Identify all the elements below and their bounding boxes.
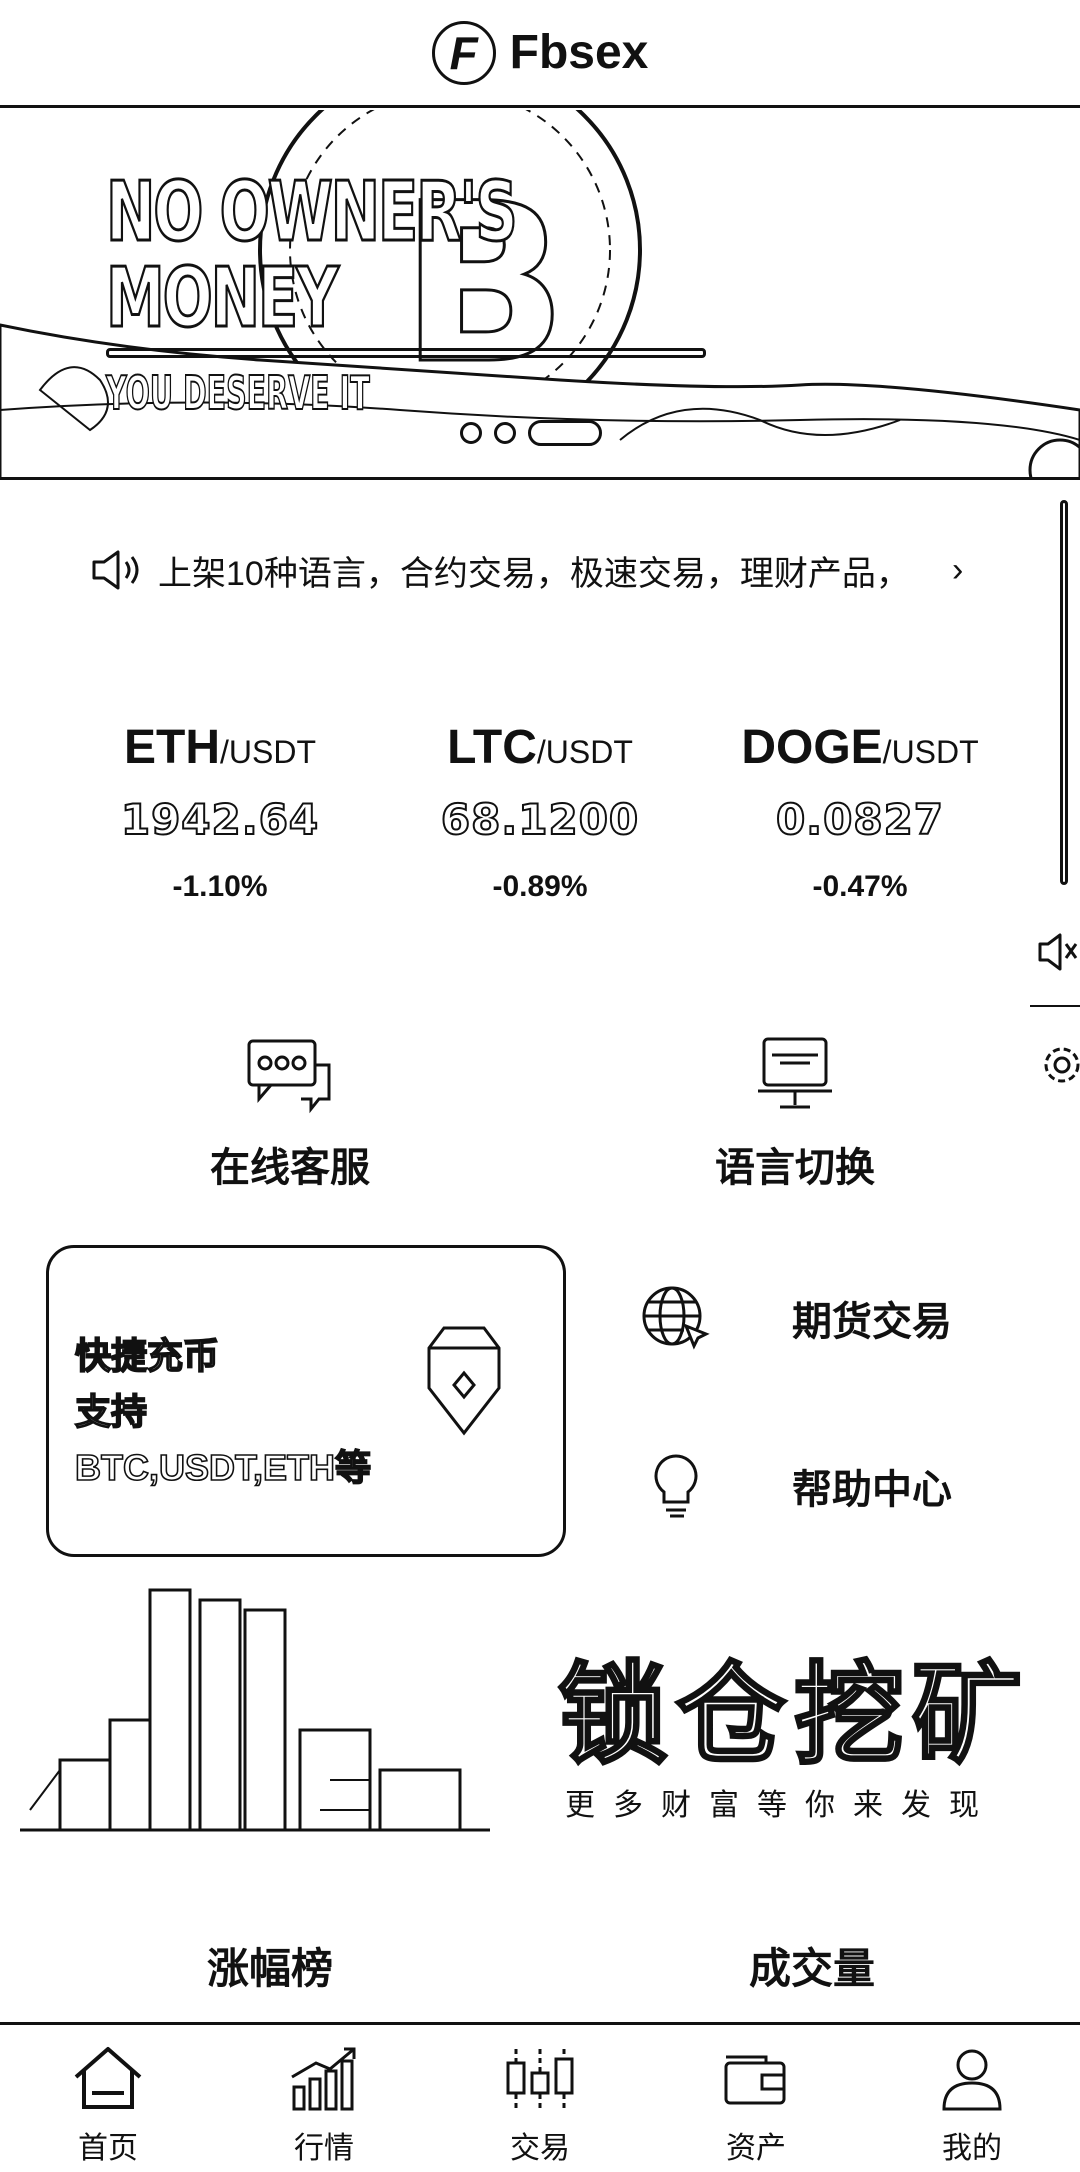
ticker-price: 68.1200 [440, 794, 640, 845]
lightbulb-icon [654, 1454, 698, 1518]
brand-name: Fbsex [509, 26, 649, 79]
recharge-text: 快捷充币 支持 BTC,USDT,ETH等 [74, 1334, 372, 1489]
globe-cursor-icon [642, 1286, 710, 1350]
announcement-text: 上架10种语言，合约交易，极速交易，理财产品， [158, 554, 910, 593]
pagination-dot[interactable] [460, 422, 482, 444]
home-icon [74, 2047, 142, 2109]
tab-assets[interactable]: 资产 [648, 2025, 864, 2172]
banner-divider [106, 348, 706, 358]
side-speaker-icon[interactable] [1036, 930, 1080, 974]
chevron-right-icon[interactable]: › [952, 550, 964, 589]
tab-label: 交易 [510, 2132, 570, 2165]
banner-subtitle: YOU DESERVE IT [105, 365, 370, 421]
promo-banner[interactable]: B NO OWNER'S MONEY YOU DESERVE IT [0, 110, 1080, 480]
banner-pagination [460, 420, 602, 446]
speaker-icon [92, 550, 139, 590]
brand-logo-icon: F [431, 20, 496, 85]
tab-volume[interactable]: 成交量 [748, 1945, 875, 1992]
candlestick-icon [506, 2049, 574, 2109]
tab-home[interactable]: 首页 [0, 2025, 216, 2172]
language-switch-button[interactable]: 语言切换 [575, 1035, 1015, 1193]
diamond-gem-icon [427, 1326, 501, 1436]
support-button[interactable]: 在线客服 [70, 1035, 510, 1193]
ticker-change: -0.89% [492, 870, 588, 903]
tab-label: 我的 [942, 2132, 1002, 2165]
settings-gear-icon[interactable] [1036, 1040, 1080, 1090]
side-scroll-rail[interactable] [1060, 500, 1068, 885]
futures-label: 期货交易 [792, 1300, 952, 1344]
futures-trading-link[interactable]: 期货交易 [640, 1278, 1060, 1358]
tab-label: 首页 [78, 2132, 138, 2165]
banner-headline: NO OWNER'S MONEY [105, 165, 519, 346]
ticker-pair: LTC/USDT [447, 721, 633, 774]
app-header: F Fbsex [0, 0, 1080, 108]
mining-subtitle: 更多财富等你来发现 [565, 1789, 997, 1822]
chat-bubbles-icon [247, 1039, 331, 1114]
market-chart-icon [291, 2047, 356, 2111]
ticker-strip: ETH/USDT 1942.64 -1.10% LTC/USDT 68.1200… [60, 720, 1020, 904]
city-skyline-illustration [20, 1588, 490, 1832]
monitor-icon [758, 1037, 832, 1109]
help-label: 帮助中心 [792, 1468, 952, 1512]
ticker-change: -0.47% [812, 870, 908, 903]
wallet-icon [724, 2055, 786, 2105]
announcement-bar[interactable]: 上架10种语言，合约交易，极速交易，理财产品， › [90, 545, 990, 595]
ticker-price: 1942.64 [120, 794, 320, 845]
ticker-ltc[interactable]: LTC/USDT 68.1200 -0.89% [380, 720, 700, 904]
mining-title: 锁仓挖矿 [557, 1650, 1030, 1781]
tab-top-gainers[interactable]: 涨幅榜 [206, 1945, 333, 1992]
help-center-link[interactable]: 帮助中心 [640, 1446, 1060, 1526]
language-label: 语言切换 [715, 1146, 875, 1190]
tab-profile[interactable]: 我的 [864, 2025, 1080, 2172]
tab-market[interactable]: 行情 [216, 2025, 432, 2172]
ticker-doge[interactable]: DOGE/USDT 0.0827 -0.47% [700, 720, 1020, 904]
bottom-tab-bar: 首页 行情 交易 资产 我的 [0, 2022, 1080, 2172]
tab-label: 行情 [294, 2132, 354, 2165]
quick-recharge-card[interactable]: 快捷充币 支持 BTC,USDT,ETH等 [46, 1245, 566, 1557]
user-icon [942, 2049, 1002, 2111]
ticker-pair: ETH/USDT [124, 721, 316, 774]
pagination-dot[interactable] [494, 422, 516, 444]
side-divider [1030, 1005, 1080, 1007]
lock-mining-banner[interactable]: 锁仓挖矿 更多财富等你来发现 [0, 1580, 1080, 1860]
ticker-eth[interactable]: ETH/USDT 1942.64 -1.10% [60, 720, 380, 904]
ticker-price: 0.0827 [775, 794, 945, 845]
support-label: 在线客服 [210, 1146, 370, 1190]
ticker-change: -1.10% [172, 870, 268, 903]
tab-label: 资产 [726, 2132, 786, 2165]
tab-trade[interactable]: 交易 [432, 2025, 648, 2172]
pagination-dot-active[interactable] [528, 420, 602, 446]
ticker-pair: DOGE/USDT [741, 721, 979, 774]
